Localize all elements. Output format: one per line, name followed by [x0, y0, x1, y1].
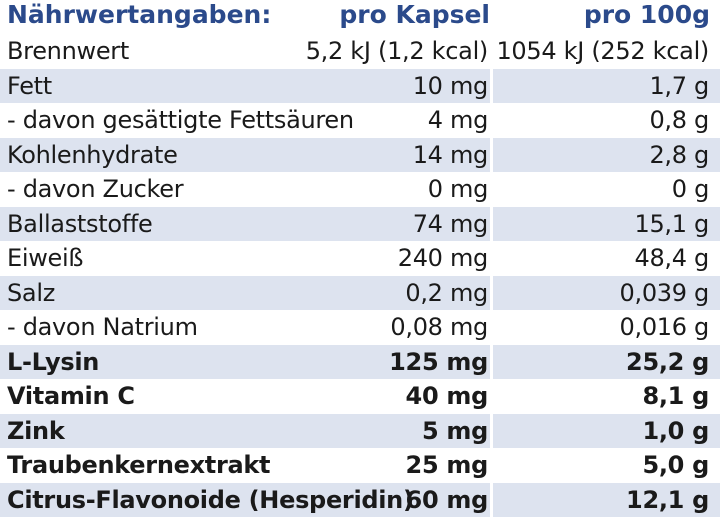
column-divider: [490, 413, 493, 448]
column-divider: [490, 379, 493, 414]
nutrient-name: - davon gesättigte Fettsäuren: [7, 106, 354, 134]
column-divider: [490, 68, 493, 103]
table-row: Vitamin C 40 mg 8,1 g: [0, 379, 720, 414]
nutrient-name: Zink: [7, 416, 65, 445]
column-divider: [490, 344, 493, 379]
value-per-capsule: 240 mg: [397, 244, 489, 272]
nutrient-name: L-Lysin: [7, 347, 100, 376]
nutrient-name: - davon Zucker: [7, 175, 184, 203]
nutrient-name: Vitamin C: [7, 382, 135, 410]
table-body: Brennwert 5,2 kJ (1,2 kcal) 1054 kJ (252 k…: [0, 34, 720, 517]
value-per-100g: 12,1 g: [626, 485, 709, 514]
column-divider: [490, 241, 493, 276]
column-divider: [490, 448, 493, 483]
column-divider: [490, 103, 493, 138]
nutrient-name: Traubenkernextrakt: [7, 451, 271, 479]
value-per-capsule: 0,2 mg: [405, 278, 488, 307]
value-per-capsule: 5 mg: [421, 416, 488, 445]
value-per-capsule: 4 mg: [427, 106, 489, 134]
table-row: Brennwert 5,2 kJ (1,2 kcal) 1054 kJ (252 k…: [0, 34, 720, 69]
nutrient-name: Eiweiß: [7, 244, 84, 272]
table-row: - davon Natrium 0,08 mg 0,016 g: [0, 310, 720, 345]
table-row: Salz 0,2 mg 0,039 g: [0, 275, 720, 310]
column-divider: [490, 137, 493, 172]
value-per-capsule: 14 mg: [412, 140, 489, 169]
value-per-100g: 1,0 g: [642, 416, 709, 445]
value-per-100g: 5,0 g: [642, 451, 709, 479]
table-row: Traubenkernextrakt 25 mg 5,0 g: [0, 448, 720, 483]
value-per-100g: 0,016 g: [619, 313, 710, 341]
value-per-capsule: 60 mg: [405, 485, 489, 514]
value-per-100g: 48,4 g: [634, 244, 709, 272]
table-row: Eiweiß 240 mg 48,4 g: [0, 241, 720, 276]
table-row: Zink 5 mg 1,0 g: [0, 413, 720, 448]
table-row: Fett 10 mg 1,7 g: [0, 68, 720, 103]
column-header-per-capsule: pro Kapsel: [339, 0, 490, 29]
table-row: Citrus-Flavonoide (Hesperidin) 60 mg 12,1 …: [0, 482, 720, 517]
table-row: - davon Zucker 0 mg 0 g: [0, 172, 720, 207]
column-header-per-100g: pro 100g: [583, 0, 710, 29]
value-per-100g: 2,8 g: [649, 140, 709, 169]
column-divider: [490, 206, 493, 241]
table-row: - davon gesättigte Fettsäuren 4 mg 0,8 g: [0, 103, 720, 138]
value-per-capsule: 25 mg: [405, 451, 489, 479]
value-per-capsule: 0 mg: [427, 175, 489, 203]
value-per-100g: 0,8 g: [649, 106, 709, 134]
column-divider: [490, 310, 493, 345]
value-per-100g: 8,1 g: [642, 382, 709, 410]
value-per-capsule: 74 mg: [412, 209, 489, 238]
value-per-100g: 25,2 g: [626, 347, 709, 376]
nutrient-name: Ballaststoffe: [7, 209, 153, 238]
nutrient-name: Citrus-Flavonoide (Hesperidin): [7, 485, 414, 514]
nutrient-name: Kohlenhydrate: [7, 140, 178, 169]
column-divider: [490, 482, 493, 517]
nutrient-name: Fett: [7, 71, 52, 100]
column-divider: [490, 172, 493, 207]
value-per-100g: 15,1 g: [634, 209, 709, 238]
value-per-100g: 0 g: [671, 175, 710, 203]
table-header: Nährwertangaben: pro Kapsel pro 100g: [0, 0, 720, 32]
table-row: Kohlenhydrate 14 mg 2,8 g: [0, 137, 720, 172]
value-per-100g: 0,039 g: [619, 278, 710, 307]
nutrient-name: - davon Natrium: [7, 313, 198, 341]
column-divider: [490, 275, 493, 310]
value-per-capsule: 125 mg: [389, 347, 488, 376]
table-title: Nährwertangaben:: [7, 0, 272, 29]
value-per-capsule: 0,08 mg: [390, 313, 488, 341]
table-row: Ballaststoffe 74 mg 15,1 g: [0, 206, 720, 241]
column-divider: [490, 34, 493, 69]
value-per-capsule: 5,2 kJ (1,2 kcal): [305, 37, 489, 65]
nutrient-name: Salz: [7, 278, 56, 307]
value-per-100g: 1054 kJ (252 kcal): [496, 37, 709, 65]
value-per-capsule: 10 mg: [412, 71, 489, 100]
value-per-100g: 1,7 g: [649, 71, 709, 100]
value-per-capsule: 40 mg: [405, 382, 489, 410]
table-row: L-Lysin 125 mg 25,2 g: [0, 344, 720, 379]
nutrient-name: Brennwert: [7, 37, 129, 65]
